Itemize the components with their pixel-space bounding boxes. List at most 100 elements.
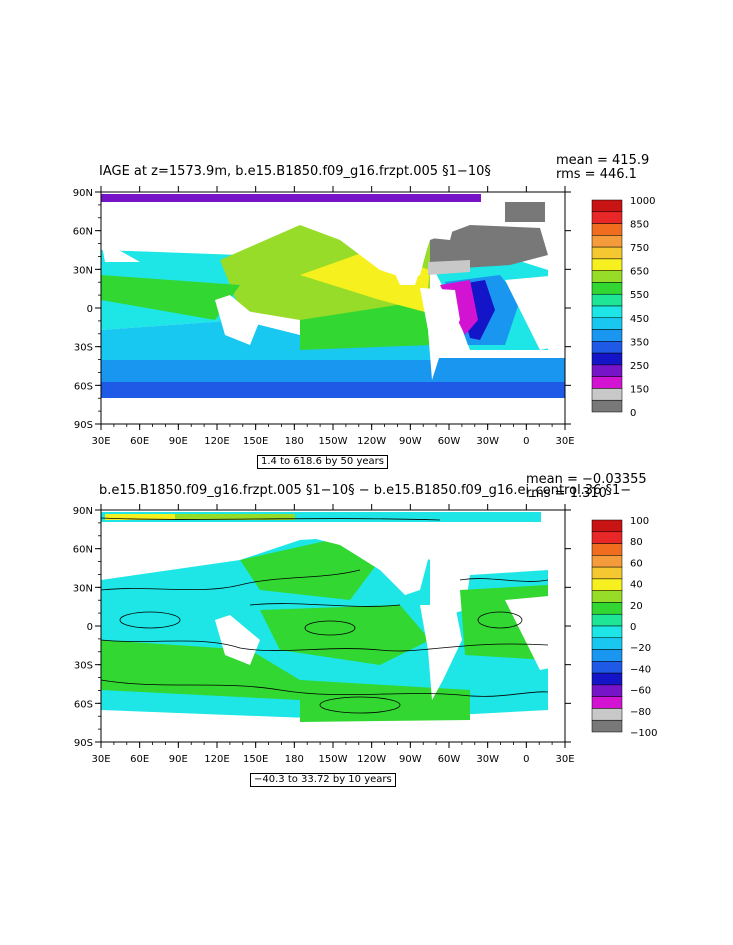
x-tick-label: 60W bbox=[438, 436, 461, 447]
colorbar-label: −80 bbox=[630, 707, 651, 718]
colorbar-label: 550 bbox=[630, 290, 649, 301]
x-tick-label: 0 bbox=[523, 754, 529, 765]
north-pacific-green bbox=[240, 540, 380, 600]
y-tick-label: 60S bbox=[74, 699, 93, 710]
colorbar-swatch bbox=[591, 399, 623, 413]
colorbar-swatch bbox=[591, 199, 623, 213]
colorbar-swatch bbox=[591, 341, 623, 354]
colorbar-label: 750 bbox=[630, 243, 649, 254]
colorbar-swatch bbox=[591, 649, 623, 662]
panel2-rms: rms = 1.310 bbox=[526, 486, 607, 501]
x-tick-label: 30E bbox=[555, 436, 574, 447]
y-tick-label: 0 bbox=[87, 304, 93, 315]
colorbar-label: −20 bbox=[630, 643, 651, 654]
colorbar-label: 850 bbox=[630, 220, 649, 231]
colorbar-swatch bbox=[591, 211, 623, 224]
north-atlantic-grey bbox=[430, 225, 548, 270]
x-tick-label: 180 bbox=[285, 436, 304, 447]
arctic-yellow bbox=[105, 514, 175, 520]
panel2-title: b.e15.B1850.f09_g16.frzpt.005 §1−10§ − b… bbox=[99, 483, 632, 498]
colorbar-swatch bbox=[591, 329, 623, 342]
colorbar-label: 100 bbox=[630, 516, 649, 527]
colorbar-label: 650 bbox=[630, 267, 649, 278]
y-tick-label: 30S bbox=[74, 661, 93, 672]
antarctica-land bbox=[101, 722, 565, 742]
panel2-map: 30E 60E 90E 120E 150E 180 150W 120W 90W 60W 30W 0 30… bbox=[73, 504, 657, 765]
colorbar-swatch bbox=[591, 235, 623, 248]
colorbar-swatch bbox=[591, 388, 623, 401]
x-tick-label: 90W bbox=[399, 436, 422, 447]
y-tick-label: 90S bbox=[74, 738, 93, 749]
y-tick-label: 90S bbox=[74, 420, 93, 431]
x-tick-label: 30W bbox=[476, 436, 499, 447]
colorbar-swatch bbox=[591, 531, 623, 544]
colorbar-swatch bbox=[591, 293, 623, 307]
x-tick-label: 90E bbox=[169, 754, 188, 765]
north-atlantic-lightgrey bbox=[428, 260, 470, 275]
arctic-lightgreen bbox=[175, 514, 295, 520]
x-tick-label: 90W bbox=[399, 754, 422, 765]
x-tick-label: 60E bbox=[130, 754, 149, 765]
colorbar-swatch bbox=[591, 317, 623, 330]
colorbar-swatch bbox=[591, 661, 623, 674]
x-tick-label: 150W bbox=[319, 436, 348, 447]
eurasia-land bbox=[101, 522, 470, 595]
x-tick-label: 120E bbox=[204, 754, 229, 765]
y-tick-label: 60S bbox=[74, 381, 93, 392]
colorbar-swatch bbox=[591, 625, 623, 639]
y-tick-label: 30S bbox=[74, 343, 93, 354]
colorbar-label: 80 bbox=[630, 537, 643, 548]
australia-land bbox=[215, 295, 260, 345]
x-tick-label: 30E bbox=[555, 754, 574, 765]
colorbar-label: −60 bbox=[630, 686, 651, 697]
colorbar-label: 150 bbox=[630, 384, 649, 395]
panel2-colorbar: 100 80 60 40 20 0 −20 −40 −60 −80 −100 bbox=[591, 516, 657, 739]
colorbar-swatch bbox=[591, 364, 623, 377]
y-tick-label: 60N bbox=[73, 545, 93, 556]
x-tick-label: 60E bbox=[130, 436, 149, 447]
colorbar-swatch bbox=[591, 566, 623, 580]
colorbar-swatch bbox=[591, 672, 623, 686]
panel2-mean: mean = −0.03355 bbox=[526, 472, 647, 487]
colorbar-label: 40 bbox=[630, 580, 643, 591]
colorbar-swatch bbox=[591, 708, 623, 721]
x-tick-label: 90E bbox=[169, 436, 188, 447]
x-tick-label: 150E bbox=[243, 436, 268, 447]
australia-land bbox=[215, 615, 260, 665]
africa-land bbox=[505, 275, 565, 350]
x-tick-label: 60W bbox=[438, 754, 461, 765]
x-tick-label: 120E bbox=[204, 436, 229, 447]
panel2-axes: 30E 60E 90E 120E 150E 180 150W 120W 90W 60W 30W 0 30… bbox=[73, 504, 575, 765]
south-america-land bbox=[420, 288, 460, 380]
panel1-rms: rms = 446.1 bbox=[556, 167, 637, 182]
y-tick-label: 90N bbox=[73, 188, 93, 199]
y-tick-label: 30N bbox=[73, 583, 93, 594]
colorbar-label: 1000 bbox=[630, 196, 655, 207]
panel1-mean: mean = 415.9 bbox=[556, 153, 650, 168]
colorbar-swatch bbox=[591, 246, 623, 260]
colorbar-swatch bbox=[591, 519, 623, 533]
x-tick-label: 150E bbox=[243, 754, 268, 765]
x-tick-label: 120W bbox=[357, 754, 386, 765]
colorbar-swatch bbox=[591, 223, 623, 236]
greenland-land bbox=[480, 522, 560, 560]
x-tick-label: 180 bbox=[285, 754, 304, 765]
panel1-title: IAGE at z=1573.9m, b.e15.B1850.f09_g16.f… bbox=[99, 164, 491, 179]
colorbar-label: 350 bbox=[630, 337, 649, 348]
x-tick-label: 150W bbox=[319, 754, 348, 765]
y-tick-label: 60N bbox=[73, 227, 93, 238]
colorbar-swatch bbox=[591, 602, 623, 615]
colorbar-swatch bbox=[591, 270, 623, 283]
panel1-axes: 30E 60E 90E 120E 150E 180 150W 120W 90W 60W 30W 0 30… bbox=[73, 186, 575, 447]
x-tick-label: 0 bbox=[523, 436, 529, 447]
x-tick-label: 30E bbox=[91, 754, 110, 765]
colorbar-swatch bbox=[591, 555, 623, 568]
americas-north-land bbox=[380, 240, 430, 285]
colorbar-swatch bbox=[591, 684, 623, 697]
colorbar-swatch bbox=[591, 696, 623, 709]
indian-green bbox=[101, 275, 240, 320]
y-tick-label: 0 bbox=[87, 622, 93, 633]
panel1-contour-range: 1.4 to 618.6 by 50 years bbox=[257, 455, 388, 469]
x-tick-label: 120W bbox=[357, 436, 386, 447]
